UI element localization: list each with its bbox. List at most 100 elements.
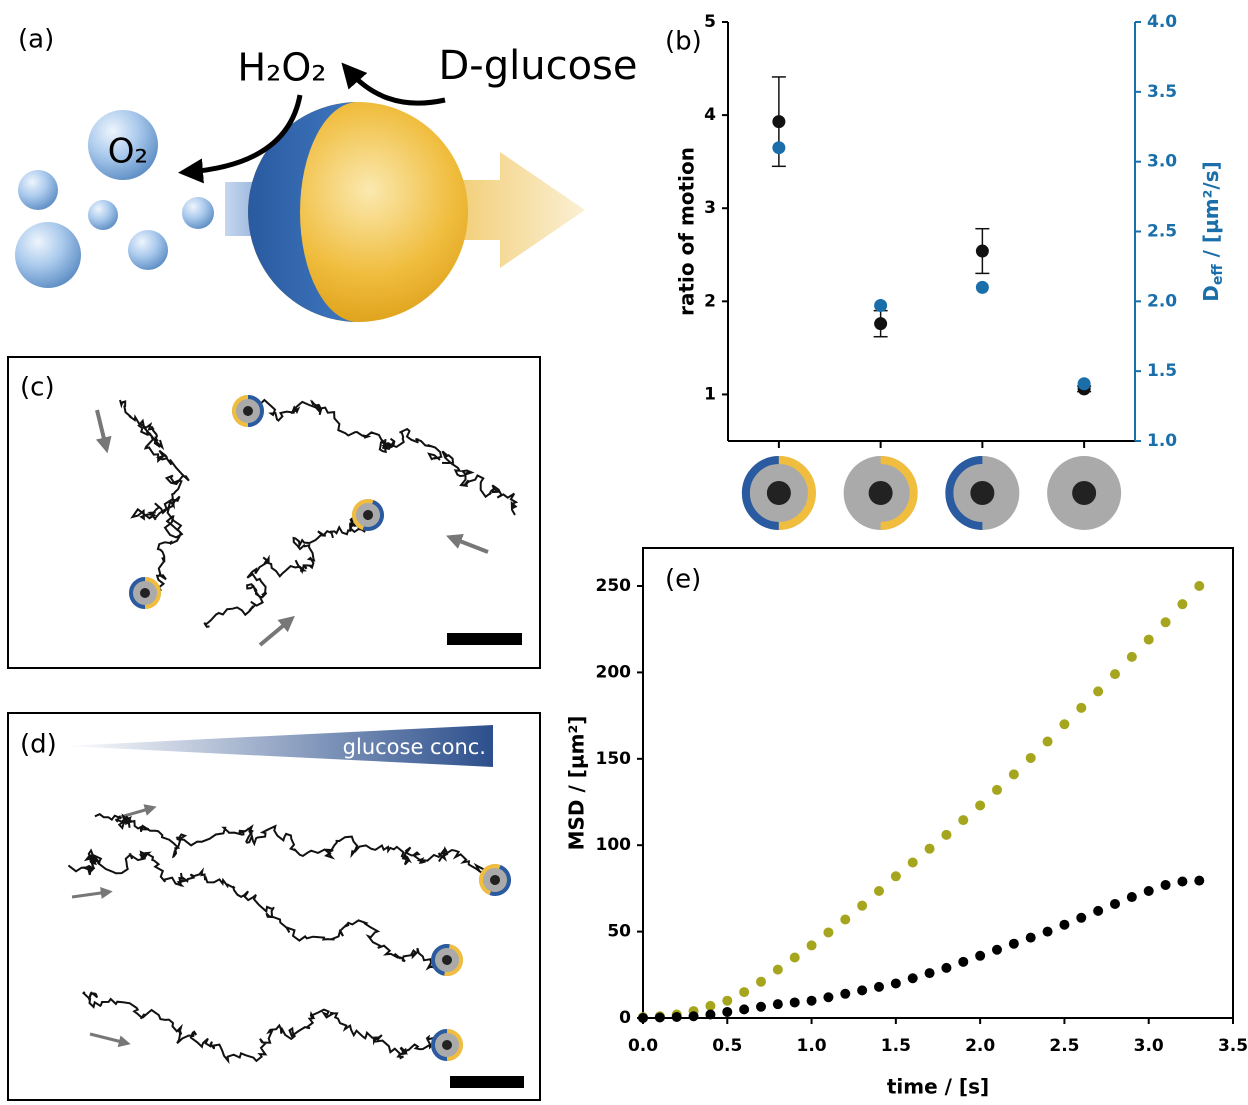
data-point: [941, 830, 951, 840]
data-point: [1043, 927, 1053, 937]
panel-label: (e): [665, 565, 701, 595]
y-axis-label: MSD / [µm²]: [565, 716, 589, 851]
direction-arrow: [90, 1034, 126, 1043]
data-point: [840, 915, 850, 925]
particle-icon: [129, 577, 161, 609]
y-axis-label: ratio of motion: [675, 147, 699, 316]
y-tick-label: 150: [596, 749, 632, 769]
y-tick-label: 50: [607, 922, 631, 942]
y2-tick-label: 1.0: [1147, 431, 1177, 451]
data-point: [891, 871, 901, 881]
x-tick-label: 3.0: [1134, 1036, 1164, 1056]
data-point: [925, 968, 935, 978]
particle-core: [140, 588, 150, 598]
bubble: [182, 197, 214, 229]
data-point: [1093, 906, 1103, 916]
particle-icon: [742, 456, 816, 530]
data-point: [840, 989, 850, 999]
y2-tick-label: 3.0: [1147, 152, 1177, 172]
trajectory: [84, 992, 447, 1061]
bubble: [88, 200, 118, 230]
trajectory: [251, 400, 441, 460]
direction-arrow: [72, 892, 108, 897]
particle-core: [1072, 481, 1096, 505]
data-point: [689, 1011, 699, 1021]
particle-core: [442, 1040, 452, 1050]
panel-a: (a) O₂ H₂O₂ D-glucose: [15, 25, 638, 323]
x-tick-label: 0.0: [628, 1036, 658, 1056]
particle-core: [243, 406, 253, 416]
x-tick-label: 1.5: [881, 1036, 911, 1056]
reaction-arrow: [348, 70, 445, 103]
label-part: D: [1199, 285, 1223, 302]
data-point: [807, 996, 817, 1006]
o2-label: O₂: [108, 132, 148, 172]
direction-arrow: [97, 410, 106, 447]
data-point: [975, 800, 985, 810]
data-point: [773, 999, 783, 1009]
data-point: [874, 982, 884, 992]
y-tick-label: 200: [596, 662, 632, 682]
data-point: [638, 1013, 648, 1023]
y-tick-label: 0: [619, 1008, 631, 1028]
particle-icon: [428, 941, 465, 978]
data-point: [976, 281, 989, 294]
x-tick-label: 2.0: [965, 1036, 995, 1056]
data-point: [772, 141, 785, 154]
bubble: [128, 230, 168, 270]
x-axis-label: time / [s]: [887, 1075, 989, 1099]
data-point: [874, 317, 887, 330]
data-point: [823, 927, 833, 937]
x-tick-label: 0.5: [712, 1036, 742, 1056]
trajectory: [120, 400, 160, 447]
data-point: [976, 245, 989, 258]
y-tick-label: 3: [704, 198, 716, 218]
particle-core: [767, 481, 791, 505]
panel-label: (d): [20, 730, 57, 760]
particle-core: [869, 481, 893, 505]
data-point: [1078, 377, 1091, 390]
data-point: [1059, 920, 1069, 930]
data-point: [975, 951, 985, 961]
data-point: [1026, 933, 1036, 943]
particle-core: [970, 481, 994, 505]
data-point: [908, 973, 918, 983]
particle-icon: [945, 456, 1019, 530]
panel-label: (a): [18, 25, 54, 55]
y-tick-label: 4: [704, 105, 716, 125]
scale-bar: [447, 633, 522, 645]
data-point: [908, 857, 918, 867]
y2-tick-label: 2.5: [1147, 222, 1177, 242]
data-point: [1009, 939, 1019, 949]
trajectory: [133, 421, 189, 599]
data-point: [1009, 769, 1019, 779]
data-point: [739, 1004, 749, 1014]
y2-tick-label: 3.5: [1147, 82, 1177, 102]
data-point: [891, 978, 901, 988]
x-tick-label: 2.5: [1049, 1036, 1079, 1056]
motion-arrow: [460, 152, 585, 268]
panel-frame: [8, 357, 540, 668]
panel-c: (c): [8, 357, 540, 668]
data-point: [925, 844, 935, 854]
direction-arrow: [452, 538, 488, 552]
particle-icon: [347, 494, 388, 535]
data-point: [1059, 719, 1069, 729]
data-point: [1161, 880, 1171, 890]
data-point: [705, 1010, 715, 1020]
trajectory: [68, 851, 445, 969]
direction-arrow: [260, 620, 290, 645]
data-point: [1127, 892, 1137, 902]
y2-axis-label: Deff / [µm²/s]: [1199, 161, 1227, 302]
data-point: [1110, 899, 1120, 909]
y-tick-label: 5: [704, 12, 716, 32]
data-point: [772, 115, 785, 128]
data-point: [672, 1012, 682, 1022]
data-point: [722, 996, 732, 1006]
data-point: [992, 785, 1002, 795]
data-point: [1043, 737, 1053, 747]
label-part: eff: [1210, 264, 1226, 285]
data-point: [992, 945, 1002, 955]
glucose-label: D-glucose: [438, 43, 637, 89]
data-point: [655, 1012, 665, 1022]
